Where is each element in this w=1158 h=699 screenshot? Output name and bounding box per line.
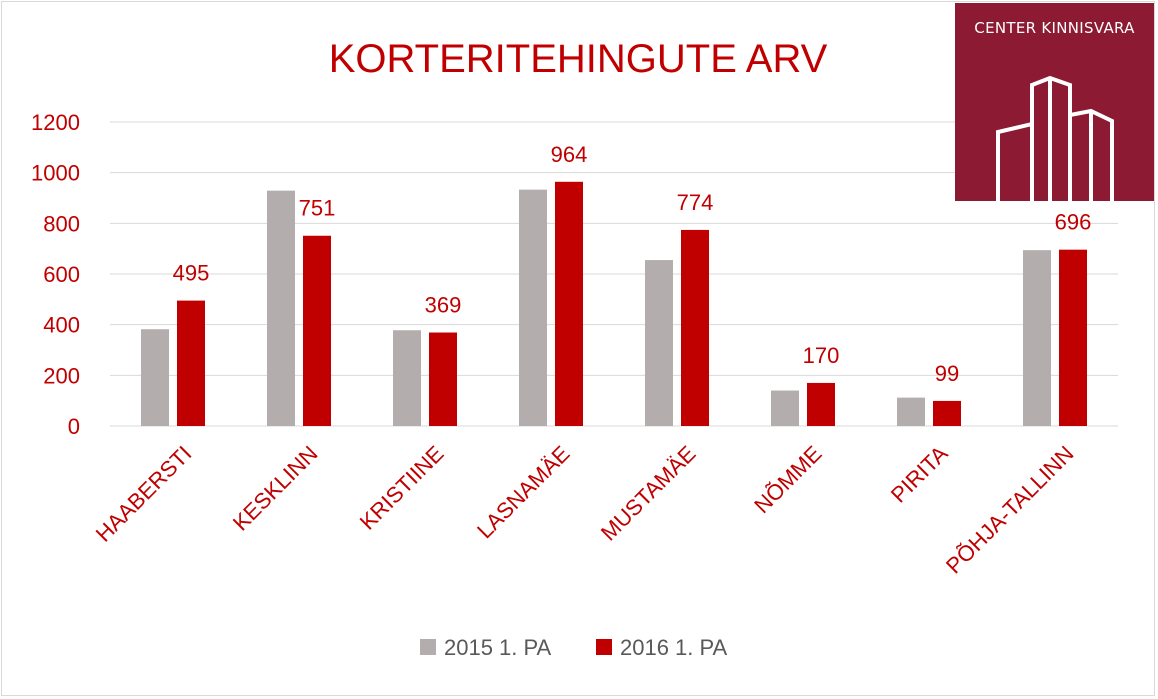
- bar: [681, 229, 709, 426]
- bar: [177, 300, 205, 426]
- legend-label: 2016 1. PA: [620, 635, 728, 660]
- data-labels: 495 751 369 964 774 170 99 696: [173, 142, 1092, 386]
- bar: [897, 397, 925, 426]
- logo-text: CENTER KINNISVARA: [974, 19, 1135, 37]
- bar: [267, 190, 295, 426]
- y-tick-label: 0: [68, 414, 80, 439]
- y-tick-label: 1000: [31, 161, 80, 186]
- bar: [645, 260, 673, 426]
- data-label: 369: [425, 293, 462, 318]
- bar: [141, 329, 169, 426]
- bar: [1059, 249, 1087, 426]
- y-tick-label: 200: [43, 363, 80, 388]
- chart-title: KORTERITEHINGUTE ARV: [329, 37, 828, 81]
- category-label: LASNAMÄE: [472, 441, 574, 543]
- data-label: 774: [677, 190, 714, 215]
- bar: [933, 400, 961, 426]
- data-label: 964: [551, 142, 588, 167]
- bar: [807, 382, 835, 426]
- legend-label: 2015 1. PA: [444, 635, 552, 660]
- bar: [393, 330, 421, 426]
- legend: 2015 1. PA 2016 1. PA: [420, 635, 728, 660]
- category-label: KESKLINN: [228, 441, 323, 536]
- bar: [303, 235, 331, 426]
- data-label: 696: [1055, 210, 1092, 235]
- y-tick-label: 800: [43, 211, 80, 236]
- data-label: 495: [173, 261, 210, 286]
- legend-swatch: [596, 639, 612, 655]
- y-tick-label: 600: [43, 262, 80, 287]
- bar: [555, 181, 583, 426]
- x-axis-categories: HAABERSTI KESKLINN KRISTIINE LASNAMÄE MUSTAM…: [91, 441, 1079, 579]
- y-tick-label: 1200: [31, 110, 80, 135]
- bar: [519, 189, 547, 426]
- buildings-icon: [996, 75, 1114, 201]
- category-label: PÕHJA-TALLINN: [941, 441, 1079, 579]
- bar: [429, 332, 457, 426]
- y-tick-label: 400: [43, 313, 80, 338]
- category-label: MUSTAMÄE: [596, 441, 701, 546]
- y-axis-ticks: 0 200 400 600 800 1000 1200: [31, 110, 80, 439]
- company-logo: CENTER KINNISVARA: [955, 3, 1154, 201]
- category-label: NÕMME: [749, 441, 826, 518]
- category-label: PIRITA: [886, 441, 953, 508]
- data-label: 751: [299, 196, 336, 221]
- data-label: 170: [803, 343, 840, 368]
- category-label: KRISTIINE: [355, 441, 449, 535]
- legend-swatch: [420, 639, 436, 655]
- bars: [141, 181, 1087, 426]
- bar: [1023, 250, 1051, 426]
- category-label: HAABERSTI: [91, 441, 197, 547]
- bar: [771, 390, 799, 426]
- data-label: 99: [935, 361, 959, 386]
